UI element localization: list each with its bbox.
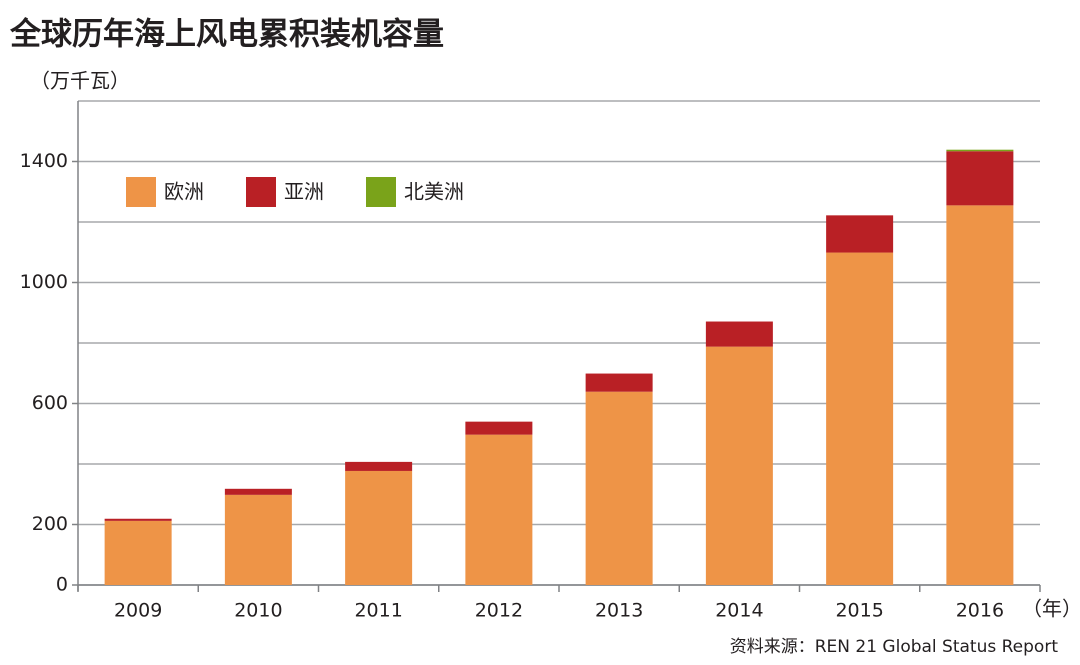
x-unit: （年） bbox=[1022, 597, 1080, 621]
bar-segment bbox=[345, 470, 413, 585]
bar-segment bbox=[946, 151, 1014, 206]
bar-segment bbox=[585, 391, 653, 585]
chart-title: 全球历年海上风电累积装机容量 bbox=[9, 17, 444, 53]
x-tick-label: 2013 bbox=[595, 600, 643, 622]
x-tick-label: 2009 bbox=[114, 600, 162, 622]
legend-swatch bbox=[246, 177, 276, 207]
y-tick-label: 200 bbox=[32, 513, 68, 535]
bar-segment bbox=[705, 321, 773, 347]
y-tick-label: 600 bbox=[32, 392, 68, 414]
bar-segment bbox=[104, 518, 172, 521]
bar-segment bbox=[946, 149, 1014, 152]
x-tick-label: 2016 bbox=[956, 600, 1004, 622]
bar-segment bbox=[465, 434, 533, 585]
bar-segment bbox=[465, 421, 533, 435]
y-tick-label: 1400 bbox=[20, 150, 68, 172]
x-tick-label: 2014 bbox=[715, 600, 763, 622]
x-tick-label: 2010 bbox=[234, 600, 282, 622]
bar-segment bbox=[224, 488, 292, 495]
x-tick-label: 2015 bbox=[835, 600, 883, 622]
source: 资料来源：REN 21 Global Status Report bbox=[730, 637, 1059, 657]
bar-segment bbox=[826, 252, 894, 586]
bar-segment bbox=[104, 520, 172, 585]
y-tick-label: 0 bbox=[56, 574, 68, 596]
bar-segment bbox=[345, 461, 413, 471]
bar-segment bbox=[946, 205, 1014, 586]
bar-segment bbox=[826, 215, 894, 253]
x-tick-label: 2011 bbox=[354, 600, 402, 622]
y-unit: （万千瓦） bbox=[30, 69, 130, 93]
bar-segment bbox=[224, 494, 292, 585]
bar-segment bbox=[585, 373, 653, 392]
bar-segment bbox=[705, 346, 773, 585]
legend-label: 欧洲 bbox=[164, 180, 204, 204]
x-tick-label: 2012 bbox=[475, 600, 523, 622]
legend-swatch bbox=[366, 177, 396, 207]
y-tick-label: 1000 bbox=[20, 271, 68, 293]
legend-swatch bbox=[126, 177, 156, 207]
legend-label: 亚洲 bbox=[284, 180, 324, 204]
legend-label: 北美洲 bbox=[404, 180, 464, 204]
